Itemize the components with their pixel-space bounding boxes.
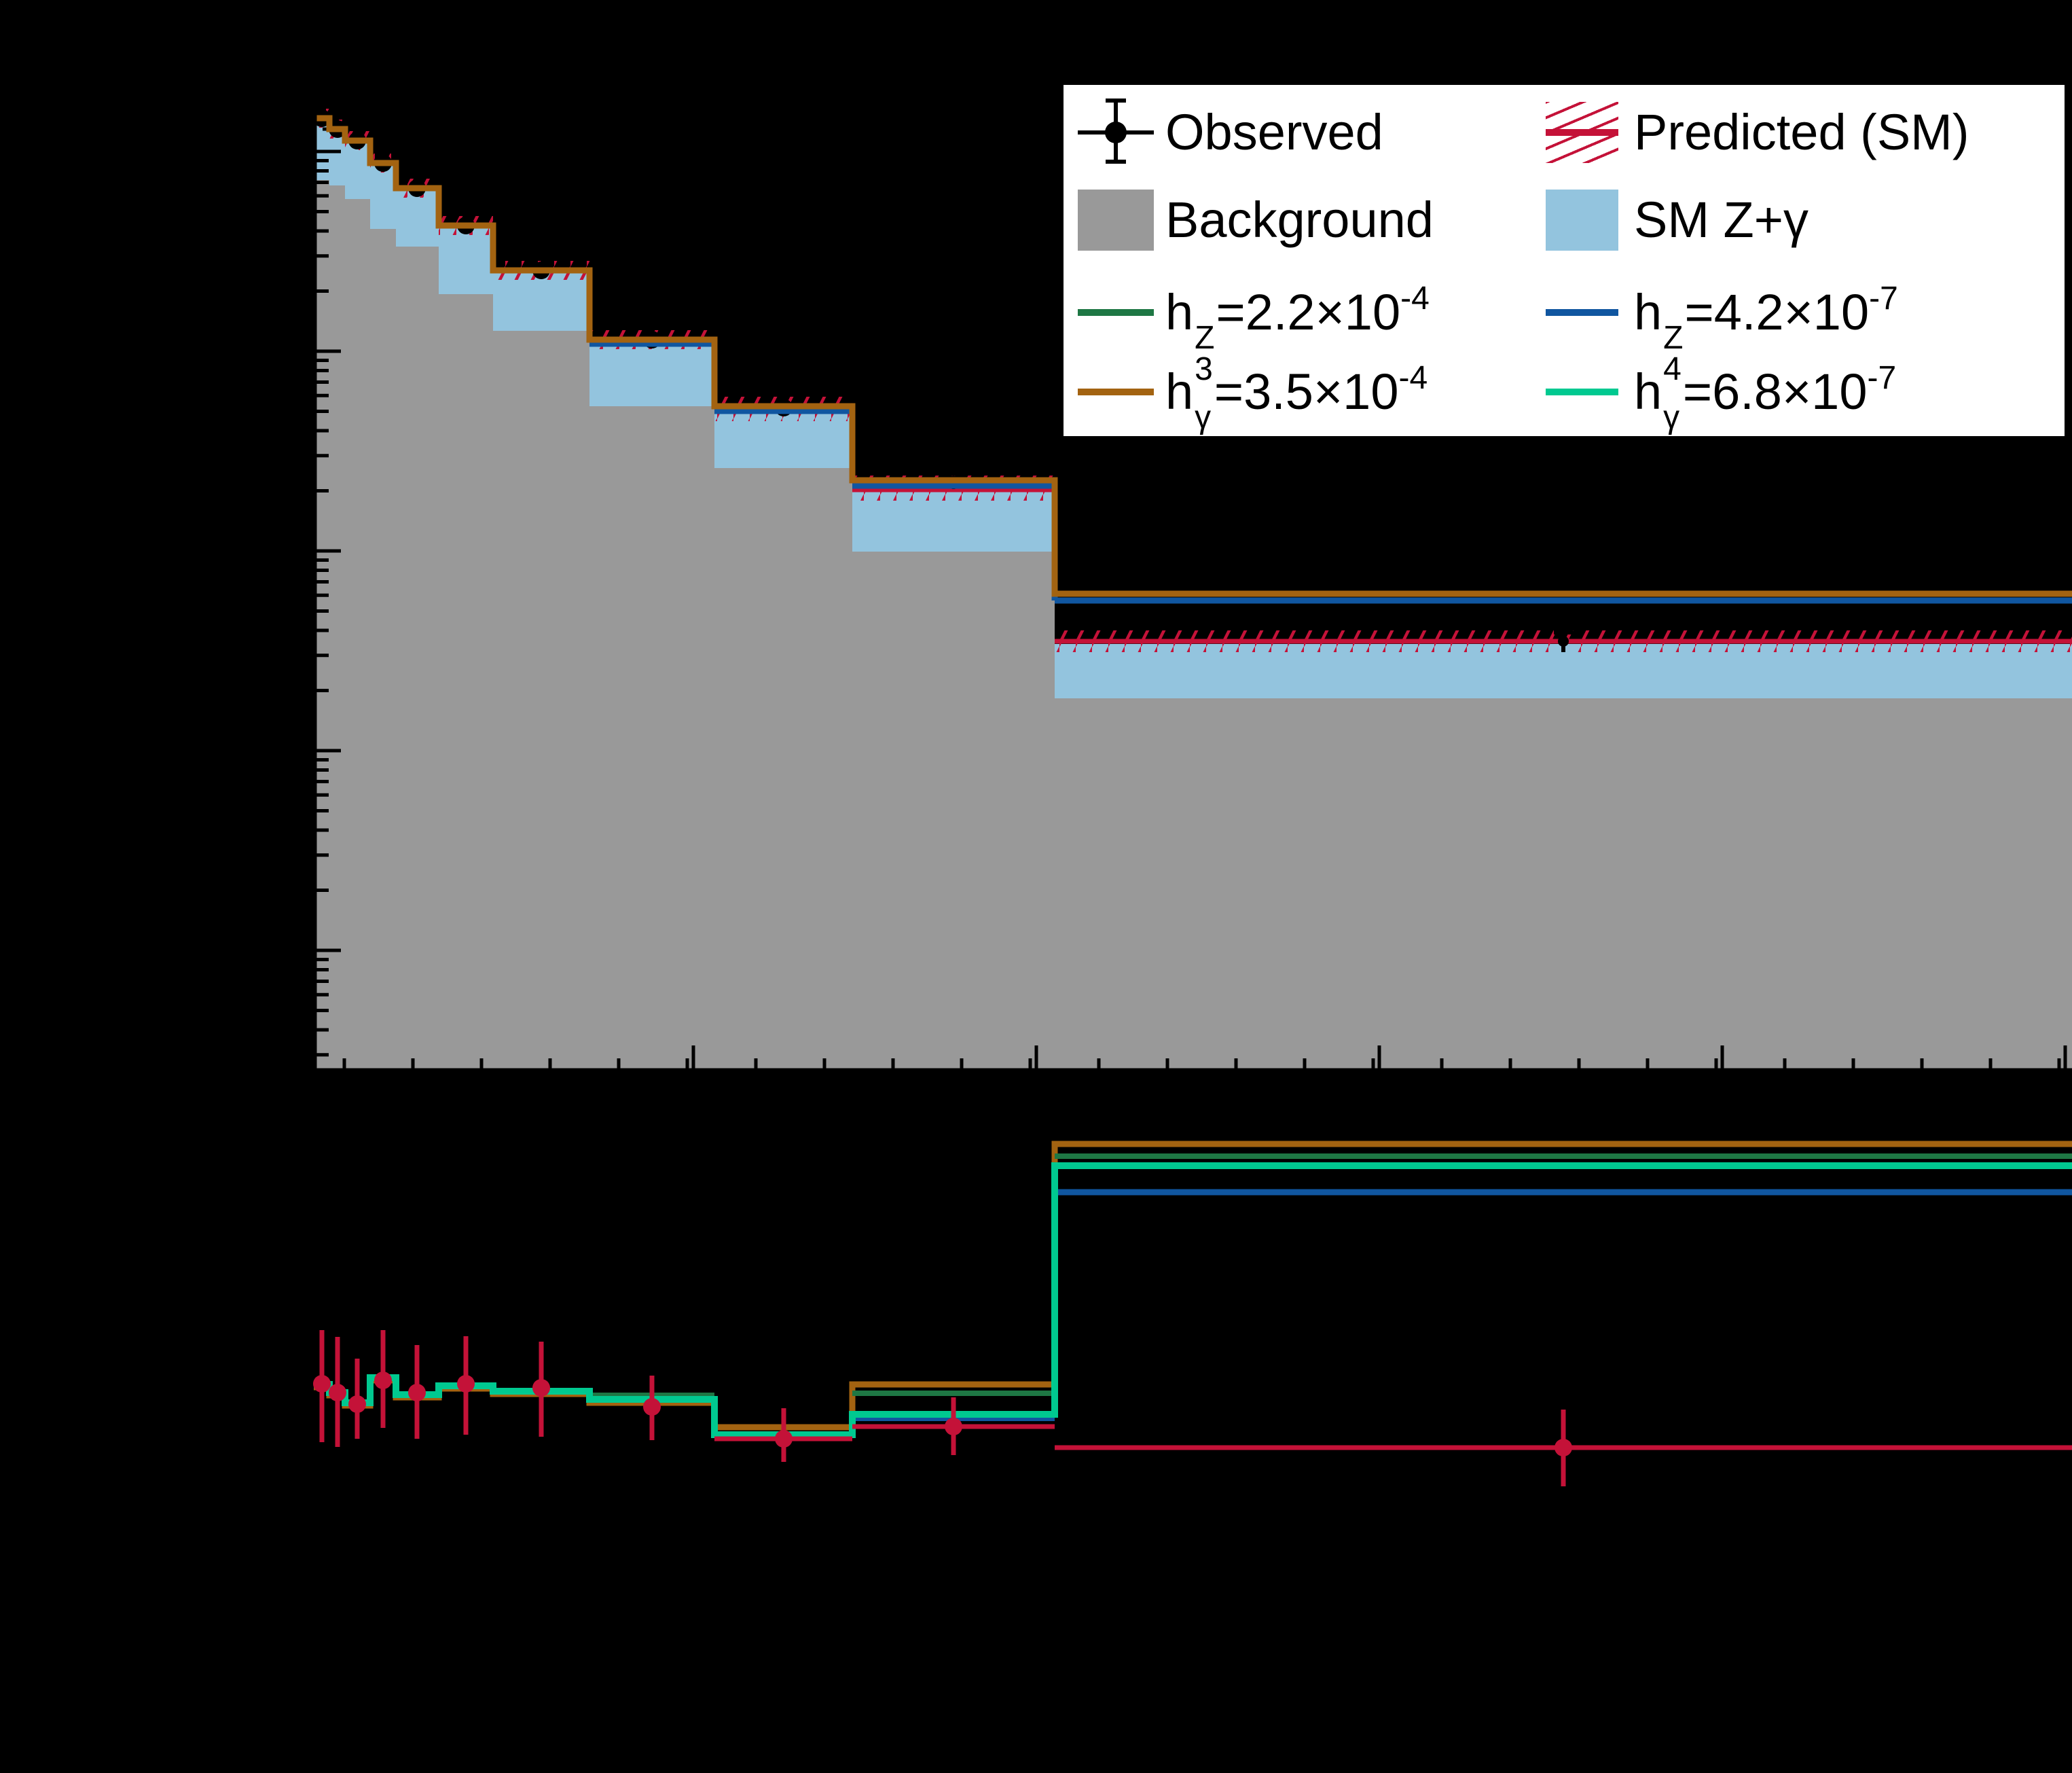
background-swatch-icon xyxy=(1078,190,1154,251)
h4Z-line-icon xyxy=(1546,309,1618,316)
background-fill xyxy=(1055,698,2072,1071)
ratio-panel xyxy=(313,1141,2072,1486)
sm-zgamma-fill xyxy=(370,166,396,229)
background-fill xyxy=(345,199,370,1071)
legend-entry-h3gamma: h γ 3 =3.5×10-4 xyxy=(1064,361,2065,465)
legend-entry-h3Z: h Z 3 =2.2×10-4 xyxy=(1064,282,2065,386)
ratio-data-marker xyxy=(457,1375,475,1393)
ratio-data-marker xyxy=(643,1398,661,1416)
legend-entry-predicted-sm: Predicted (SM) xyxy=(1064,102,2065,163)
background-fill xyxy=(396,247,439,1071)
legend-label-predicted-sm: Predicted (SM) xyxy=(1634,104,1969,160)
background-fill xyxy=(852,552,1055,1071)
legend-entry-sm-zgamma: SM Z+γ xyxy=(1064,190,2065,251)
legend-entry-h4Z: h Z 4 =4.2×10-7 xyxy=(1064,282,2065,386)
legend-label-sm-zgamma: SM Z+γ xyxy=(1634,192,1809,248)
background-fill xyxy=(714,468,852,1071)
main-histogram-panel xyxy=(307,44,2072,1072)
ratio-data-marker xyxy=(775,1430,793,1448)
sm-zgamma-swatch-icon xyxy=(1546,190,1618,251)
background-fill xyxy=(329,185,345,1071)
ratio-data-marker xyxy=(348,1395,366,1413)
sm-zgamma-fill xyxy=(439,228,493,294)
legend-label-h3gamma: h γ 3 =3.5×10-4 xyxy=(1165,360,1428,467)
ratio-data-marker xyxy=(408,1384,426,1401)
sm-zgamma-fill xyxy=(345,143,370,199)
axis-ticks xyxy=(314,54,2067,1071)
background-fill xyxy=(439,294,493,1071)
legend-label-observed: Observed xyxy=(1165,104,1383,160)
h3gamma-line-icon xyxy=(1078,389,1154,395)
background-fill xyxy=(314,180,329,1071)
legend-label-h4gamma: h γ 4 =6.8×10-7 xyxy=(1634,360,1897,467)
sm-zgamma-fill xyxy=(329,132,345,185)
ratio-data-marker xyxy=(945,1418,962,1435)
h4gamma-line-icon xyxy=(1546,389,1618,395)
legend-entry-h4gamma: h γ 4 =6.8×10-7 xyxy=(1064,361,2065,465)
ratio-data-marker xyxy=(532,1379,550,1397)
legend: Observed Predicted (SM) Background SM Z+… xyxy=(1061,83,2067,465)
ratio-h4gamma-line xyxy=(314,1162,2072,1438)
observed-marker xyxy=(1558,636,1569,647)
ratio-h3gamma-line xyxy=(314,1141,2072,1431)
sm-zgamma-fill xyxy=(396,191,439,247)
legend-entry-background: Background xyxy=(1064,190,2065,251)
ratio-data-points xyxy=(313,1330,2072,1486)
h3Z-line-icon xyxy=(1078,309,1154,316)
observed-marker-icon xyxy=(1078,98,1154,164)
ratio-data-marker xyxy=(1555,1439,1572,1456)
legend-label-h4Z: h Z 4 =4.2×10-7 xyxy=(1634,281,1898,387)
ratio-data-marker xyxy=(374,1372,392,1389)
ratio-data-marker xyxy=(313,1375,331,1393)
sm-zgamma-fill xyxy=(589,342,714,406)
sm-zgamma-fill xyxy=(1055,644,2072,698)
background-fill xyxy=(589,406,714,1071)
ratio-data-marker xyxy=(329,1384,346,1401)
predicted-sm-hatch-icon xyxy=(1546,102,1618,163)
legend-label-h3Z: h Z 3 =2.2×10-4 xyxy=(1165,281,1430,387)
legend-entry-observed: Observed xyxy=(1064,98,2065,164)
sm-zgamma-fill xyxy=(493,273,589,331)
legend-label-background: Background xyxy=(1165,192,1434,248)
background-fill xyxy=(493,331,589,1071)
background-fill xyxy=(370,229,396,1071)
h3gamma-step-line xyxy=(314,115,2072,597)
